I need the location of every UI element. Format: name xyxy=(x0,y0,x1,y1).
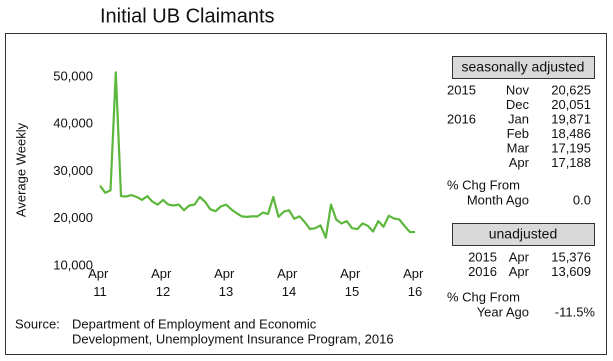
y-tick-label: 20,000 xyxy=(53,210,93,225)
source: Source: xyxy=(15,316,60,331)
panel-month: Mar xyxy=(507,140,530,155)
panel-year: 2016 xyxy=(468,264,497,279)
y-tick-label: 40,000 xyxy=(53,116,93,131)
panel-value: 20,625 xyxy=(551,82,591,97)
panel-year: 2015 xyxy=(447,82,476,97)
x-tick-label: Apr 11 xyxy=(88,266,112,299)
panel-year: 2015 xyxy=(468,249,497,264)
panel-value: 17,195 xyxy=(551,140,591,155)
panel-month: Apr xyxy=(509,264,530,279)
panel-value: 15,376 xyxy=(551,249,591,264)
panel-heading: seasonally adjusted xyxy=(462,59,585,75)
panel-value: 17,188 xyxy=(551,155,591,170)
panel-value: 18,486 xyxy=(551,126,591,141)
y-axis-label: Average Weekly xyxy=(13,122,28,217)
y-tick-label: 30,000 xyxy=(53,163,93,178)
x-tick-label: Apr 14 xyxy=(277,266,301,299)
panel-month: Apr xyxy=(509,249,530,264)
heading-box xyxy=(452,56,595,79)
y-tick-label: 50,000 xyxy=(53,68,93,83)
panel-value: 0.0 xyxy=(573,192,591,207)
x-tick-label: Apr 13 xyxy=(214,266,238,299)
panel-month: Jan xyxy=(508,111,529,126)
x-tick-label: Apr 15 xyxy=(340,266,364,299)
panel-month: Dec xyxy=(506,97,530,112)
frame xyxy=(5,33,607,355)
source: Development, Unemployment Insurance Prog… xyxy=(72,331,394,346)
heading-box xyxy=(452,223,595,246)
panel-month: Apr xyxy=(509,155,530,170)
panel-month: Nov xyxy=(506,82,530,97)
source: Department of Employment and Economic xyxy=(72,316,317,331)
panel-label: Year Ago xyxy=(477,304,529,319)
panel-label: % Chg From xyxy=(447,289,520,304)
panel-heading: unadjusted xyxy=(489,226,558,242)
panel-month: Feb xyxy=(507,126,529,141)
x-tick-label: Apr 12 xyxy=(151,266,175,299)
panel-year: 2016 xyxy=(447,111,476,126)
panel-value: -11.5% xyxy=(555,304,596,319)
panel-value: 19,871 xyxy=(551,111,591,126)
data-line xyxy=(99,71,415,239)
y-tick-label: 10,000 xyxy=(53,257,93,272)
panel-label: % Chg From xyxy=(447,177,520,192)
x-tick-label: Apr 16 xyxy=(403,266,427,299)
chart-title: Initial UB Claimants xyxy=(100,5,275,27)
panel-value: 20,051 xyxy=(551,97,591,112)
panel-value: 13,609 xyxy=(551,264,591,279)
panel-label: Month Ago xyxy=(467,192,529,207)
